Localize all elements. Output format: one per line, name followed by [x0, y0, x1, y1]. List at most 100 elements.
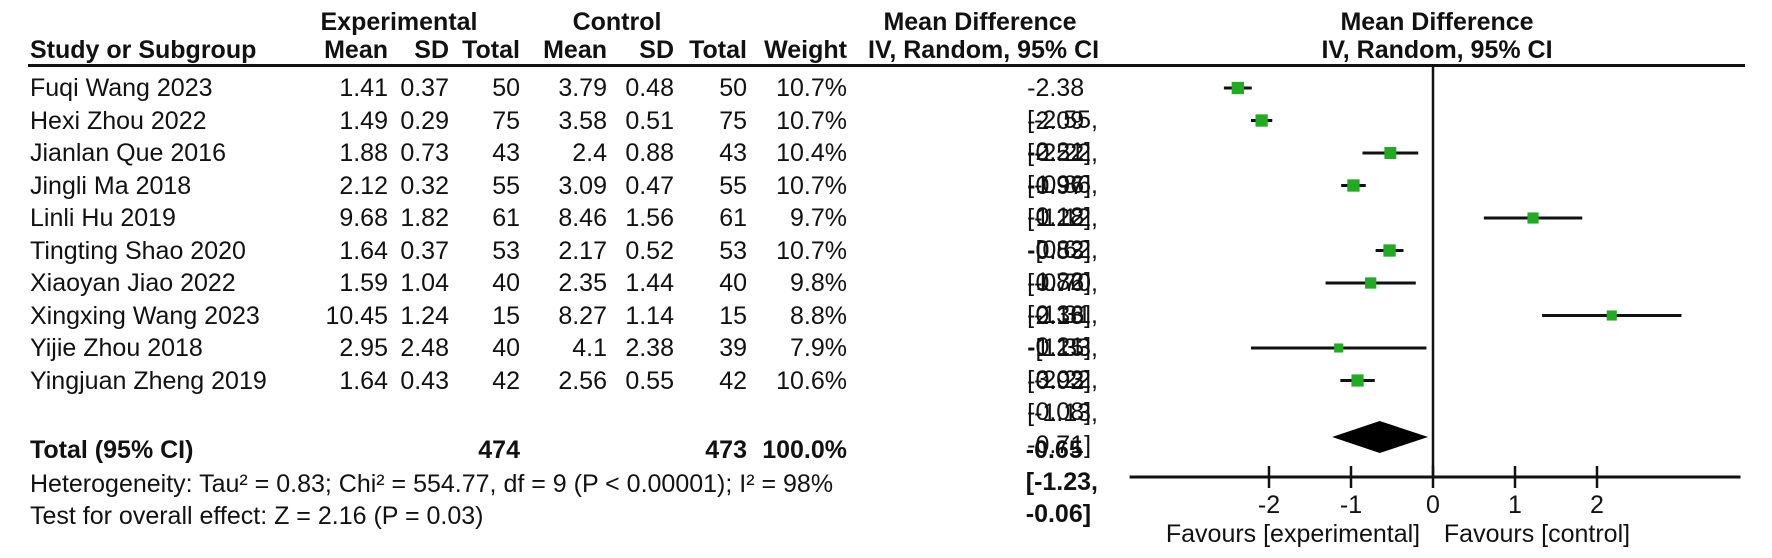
study-name: Linli Hu 2019 — [30, 204, 176, 232]
mean-control: 2.35 — [558, 269, 607, 297]
column-header-ci: IV, Random, 95% CI — [868, 36, 1100, 64]
weight-value: 10.7% — [776, 236, 847, 265]
ci-value: 1.22 [0.62, 1.82] — [1035, 204, 1099, 296]
total-control: 53 — [719, 236, 747, 265]
effect-marker — [1365, 277, 1377, 289]
weight-value: 9.8% — [790, 269, 847, 297]
header-underline — [28, 64, 1745, 67]
sd-experimental: 1.04 — [400, 269, 449, 297]
x-tick-label: 2 — [1590, 491, 1604, 519]
study-name: Jianlan Que 2016 — [30, 139, 226, 167]
mean-experimental: 1.49 — [339, 106, 388, 135]
total-control: 40 — [719, 269, 747, 297]
column-header-ci-plot: IV, Random, 95% CI — [1321, 36, 1553, 64]
mean-control: 8.46 — [558, 204, 607, 232]
mean-experimental: 1.64 — [339, 236, 388, 265]
mean-control: 2.56 — [558, 366, 607, 395]
mean-experimental: 2.95 — [339, 334, 388, 362]
total-ci-value: -0.65 [-1.23, -0.06] — [1025, 436, 1099, 528]
sd-control: 0.52 — [625, 236, 674, 265]
effect-marker — [1255, 114, 1268, 127]
weight-value: 10.4% — [776, 139, 847, 167]
column-header-study: Study or Subgroup — [30, 36, 257, 64]
total-control: 15 — [719, 301, 747, 330]
total-weight: 100.0% — [762, 436, 847, 464]
ci-value: -0.92 [-1.13, -0.71] — [1027, 366, 1098, 459]
ci-value: -0.52 [-0.86, -0.18] — [1027, 139, 1098, 231]
sd-experimental: 0.43 — [400, 366, 449, 395]
sd-experimental: 0.73 — [400, 139, 449, 167]
ci-value: -0.53 [-0.70, -0.36] — [1027, 236, 1098, 329]
ci-value: -1.15 [-2.22, -0.08] — [1027, 334, 1098, 426]
mean-experimental: 1.41 — [339, 74, 388, 102]
ci-value: -2.09 [-2.22, -1.96] — [1027, 106, 1098, 199]
group-header-mean-difference-text: Mean Difference — [883, 8, 1077, 36]
column-header-total-experimental: Total — [462, 36, 520, 64]
group-header-experimental: Experimental — [320, 8, 478, 36]
column-header-total-control: Total — [689, 36, 747, 64]
sd-control: 1.56 — [625, 204, 674, 232]
effect-marker — [1334, 343, 1344, 353]
mean-experimental: 2.12 — [339, 171, 388, 200]
sd-experimental: 1.24 — [400, 301, 449, 330]
sd-experimental: 0.37 — [400, 74, 449, 102]
group-header-mean-difference-plot: Mean Difference — [1340, 8, 1534, 36]
favours-experimental-label: Favours [experimental] — [1166, 520, 1420, 548]
x-tick-label: 0 — [1426, 491, 1440, 519]
sd-control: 1.14 — [625, 301, 674, 330]
study-row: Fuqi Wang 2023 1.41 0.37 50 3.79 0.48 50… — [0, 72, 1130, 166]
sd-experimental: 0.29 — [400, 106, 449, 135]
sd-control: 0.55 — [625, 366, 674, 395]
total-control: 55 — [719, 171, 747, 200]
ci-value: 2.18 [1.33, 3.03] — [1035, 301, 1099, 394]
weight-value: 7.9% — [790, 334, 847, 362]
effect-marker — [1347, 179, 1360, 192]
mean-control: 3.79 — [558, 74, 607, 102]
total-experimental: 50 — [492, 74, 520, 102]
total-control: 50 — [719, 74, 747, 102]
study-row: Jingli Ma 2018 2.12 0.32 55 3.09 0.47 55… — [0, 170, 1130, 264]
sd-control: 0.51 — [625, 106, 674, 135]
study-name: Yijie Zhou 2018 — [30, 334, 203, 362]
total-n-control: 473 — [705, 436, 747, 464]
weight-value: 10.7% — [776, 106, 847, 135]
study-row: Jianlan Que 2016 1.88 0.73 43 2.4 0.88 4… — [0, 137, 1130, 231]
favours-control-label: Favours [control] — [1444, 520, 1630, 548]
total-row: Total (95% CI) 474 473 100.0% -0.65 [-1.… — [0, 434, 1130, 528]
mean-control: 2.4 — [572, 139, 607, 167]
mean-experimental: 10.45 — [325, 301, 388, 330]
total-experimental: 75 — [492, 106, 520, 135]
total-control: 61 — [719, 204, 747, 232]
column-header-sd-experimental: SD — [414, 36, 449, 64]
total-experimental: 42 — [492, 366, 520, 395]
effect-marker — [1383, 244, 1396, 257]
heterogeneity-note: Heterogeneity: Tau² = 0.83; Chi² = 554.7… — [30, 470, 834, 498]
study-row: Xiaoyan Jiao 2022 1.59 1.04 40 2.35 1.44… — [0, 267, 1130, 361]
mean-control: 3.58 — [558, 106, 607, 135]
effect-marker — [1231, 81, 1244, 95]
weight-value: 10.7% — [776, 171, 847, 200]
effect-marker — [1351, 374, 1364, 387]
effect-marker — [1606, 310, 1617, 321]
total-n-experimental: 474 — [478, 436, 520, 464]
study-row: Linli Hu 2019 9.68 1.82 61 8.46 1.56 61 … — [0, 202, 1130, 296]
x-tick-label: 1 — [1508, 491, 1522, 519]
total-control: 39 — [719, 334, 747, 362]
sd-experimental: 1.82 — [400, 204, 449, 232]
column-header-mean-control: Mean — [543, 36, 607, 64]
study-row: Hexi Zhou 2022 1.49 0.29 75 3.58 0.51 75… — [0, 105, 1130, 199]
mean-control: 4.1 — [572, 334, 607, 362]
mean-experimental: 9.68 — [339, 204, 388, 232]
mean-experimental: 1.64 — [339, 366, 388, 395]
mean-control: 8.27 — [558, 301, 607, 330]
ci-value: -0.76 [-1.31, -0.21] — [1027, 269, 1098, 361]
study-row: Yijie Zhou 2018 2.95 2.48 40 4.1 2.38 39… — [0, 332, 1130, 426]
total-experimental: 40 — [492, 334, 520, 362]
sd-experimental: 0.37 — [400, 236, 449, 265]
weight-value: 10.6% — [776, 366, 847, 395]
total-control: 42 — [719, 366, 747, 395]
weight-value: 8.8% — [790, 301, 847, 330]
mean-control: 3.09 — [558, 171, 607, 200]
x-tick-label: -2 — [1258, 491, 1280, 519]
